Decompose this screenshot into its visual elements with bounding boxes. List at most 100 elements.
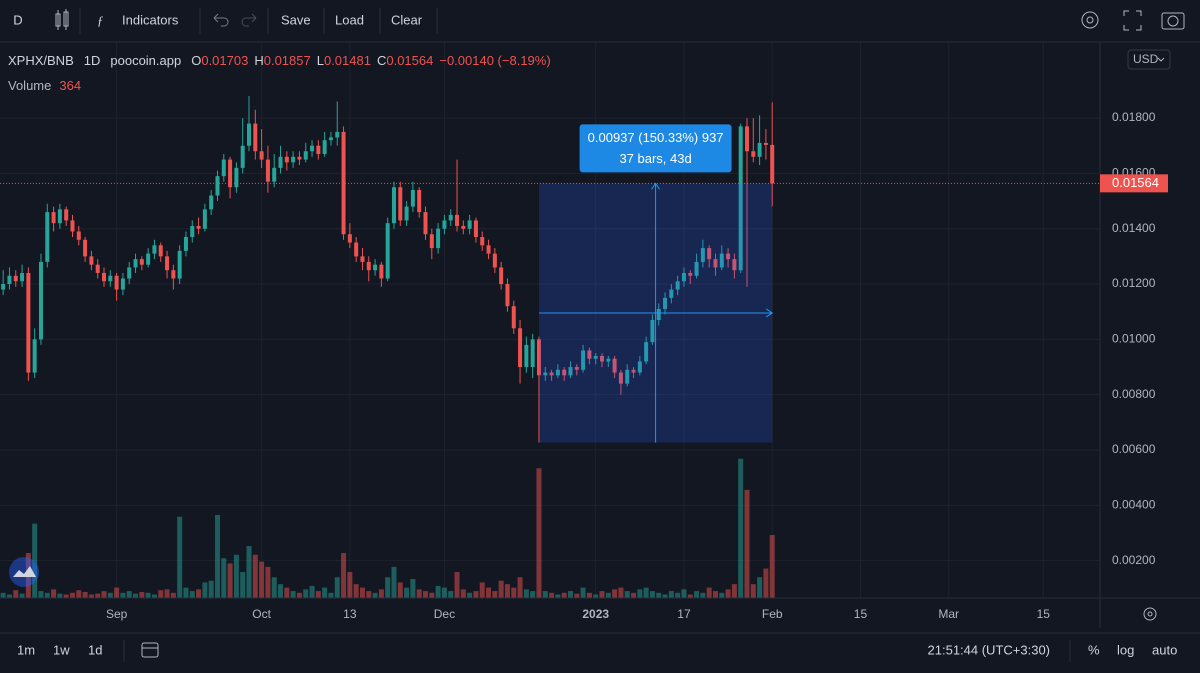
candle-body: [209, 195, 214, 210]
candle-body: [366, 261, 371, 271]
volume-bar: [700, 592, 706, 598]
candle-body: [732, 259, 737, 271]
fullscreen-button[interactable]: [1123, 10, 1142, 31]
volume-bar: [580, 587, 586, 598]
candle-body: [7, 275, 12, 285]
volume-bar: [492, 591, 498, 598]
candle-body: [738, 126, 743, 271]
candle-body: [681, 272, 686, 282]
volume-bar: [95, 593, 101, 598]
percent-toggle[interactable]: %: [1088, 642, 1100, 657]
volume-bar: [523, 589, 529, 598]
volume-bar: [271, 577, 277, 598]
volume-bar: [498, 580, 504, 598]
candle-body: [228, 159, 233, 188]
volume-bar: [208, 580, 214, 598]
range-1m[interactable]: 1m: [17, 642, 35, 657]
candle-body: [644, 342, 649, 362]
volume-bar: [738, 458, 744, 598]
last-price-label: 0.01564: [1112, 175, 1159, 190]
x-tick-label: 17: [677, 607, 691, 621]
auto-toggle[interactable]: auto: [1152, 642, 1177, 657]
candle-body: [562, 369, 567, 376]
candle-body: [246, 123, 251, 146]
save-button[interactable]: Save: [281, 12, 311, 27]
candle-body: [486, 245, 491, 254]
candle-body: [45, 212, 50, 262]
candle-body: [70, 220, 75, 232]
candle-body: [278, 156, 283, 168]
volume-bar: [151, 594, 157, 598]
candle-body: [587, 350, 592, 359]
candle-body: [1, 284, 6, 290]
volume-bar: [593, 594, 599, 598]
volume-bar: [32, 523, 38, 598]
volume-bar: [290, 591, 296, 598]
axis-settings-button[interactable]: [1143, 607, 1157, 621]
volume-bar: [404, 587, 410, 598]
y-tick-label: 0.00200: [1112, 553, 1156, 567]
candle-body: [284, 156, 289, 163]
volume-bar: [612, 589, 618, 598]
symbol-button[interactable]: D: [13, 12, 22, 27]
volume-bar: [372, 592, 378, 598]
measure-change: 0.00937 (150.33%) 937: [588, 130, 724, 145]
candle-body: [177, 250, 182, 279]
goto-date-button[interactable]: [141, 642, 159, 658]
undo-button[interactable]: [213, 13, 229, 27]
range-1w[interactable]: 1w: [53, 642, 70, 657]
volume-bar: [448, 591, 454, 598]
volume-bar: [668, 591, 674, 598]
candle-body: [139, 259, 144, 265]
candle-body: [713, 259, 718, 268]
clear-button[interactable]: Clear: [391, 12, 423, 27]
volume-layer: [0, 458, 775, 598]
volume-bar: [170, 592, 176, 598]
volume-bar: [574, 593, 580, 598]
candle-body: [744, 126, 749, 152]
candle-body: [133, 259, 138, 268]
volume-bar: [511, 587, 517, 598]
candle-body: [511, 306, 516, 329]
volume-bar: [259, 561, 265, 598]
range-1d[interactable]: 1d: [88, 642, 102, 657]
y-tick-label: 0.01200: [1112, 276, 1156, 290]
candle-body: [158, 245, 163, 257]
load-button[interactable]: Load: [335, 12, 364, 27]
candle-body: [448, 214, 453, 221]
candle-body: [694, 261, 699, 276]
volume-bar: [694, 591, 700, 598]
volume-bar: [536, 468, 542, 598]
currency-button[interactable]: [1127, 49, 1171, 70]
candle-body: [700, 248, 705, 262]
volume-bar: [252, 554, 258, 598]
settings-button[interactable]: [1081, 11, 1099, 29]
high-label: H: [254, 53, 263, 68]
open-label: O: [191, 53, 201, 68]
measure-arrow: [538, 308, 774, 318]
candle-body: [530, 339, 535, 368]
log-toggle[interactable]: log: [1117, 642, 1134, 657]
x-tick-label: 15: [854, 607, 868, 621]
volume-bar: [467, 592, 473, 598]
candle-body: [726, 253, 731, 260]
x-tick-label: Oct: [252, 607, 271, 621]
volume-bar: [706, 587, 712, 598]
candle-body: [417, 189, 422, 213]
toolbar: [0, 0, 1200, 42]
chart-type-icon[interactable]: [55, 9, 69, 30]
volume-bar: [189, 591, 195, 598]
volume-bar: [530, 591, 536, 598]
snapshot-button[interactable]: [1161, 12, 1185, 30]
volume-bar: [586, 592, 592, 598]
redo-button[interactable]: [241, 13, 257, 27]
x-tick-label: Feb: [762, 607, 783, 621]
indicators-button[interactable]: Indicators: [122, 12, 179, 27]
volume-bar: [107, 592, 113, 598]
measure-span: 37 bars, 43d: [619, 151, 691, 166]
volume-bar: [240, 572, 246, 598]
candle-body: [259, 151, 264, 160]
candle-body: [183, 237, 188, 251]
volume-bar: [441, 587, 447, 598]
x-tick-label: Dec: [434, 607, 455, 621]
